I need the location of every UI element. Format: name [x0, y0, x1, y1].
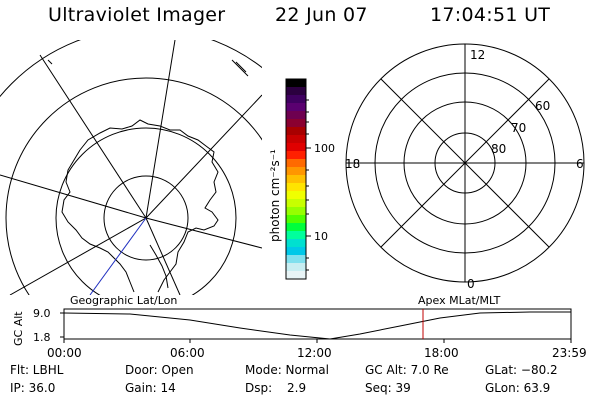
colorbar-ticks [306, 99, 311, 271]
altitude-frame [63, 308, 572, 340]
colorbar [286, 79, 306, 280]
lat-circle [55, 127, 237, 295]
mlt-label-12: 12 [470, 48, 485, 62]
island-outline [231, 59, 249, 77]
colorbar-segment [286, 231, 306, 240]
altitude-ytick-top: 9.0 [33, 307, 51, 320]
colorbar-segment [286, 119, 306, 128]
colorbar-tick-100: 100 [314, 142, 335, 155]
glat-info: GLat: −80.2 [485, 363, 558, 377]
mlt-label-6: 6 [576, 157, 584, 171]
island-outline [235, 61, 247, 73]
mlat-label-70: 70 [511, 121, 526, 135]
lon-line [145, 217, 181, 295]
mode-info: Mode: Normal [245, 363, 329, 377]
lon-line [145, 217, 262, 249]
altitude-ytick-bottom: 1.8 [33, 331, 51, 344]
colorbar-segment [286, 191, 306, 200]
colorbar-segment [286, 223, 306, 232]
lon-line [145, 94, 262, 219]
lon-line [9, 217, 147, 295]
flt-info: Flt: LBHL [10, 363, 64, 377]
lat-circle [5, 77, 262, 295]
colorbar-segment [286, 263, 306, 272]
colorbar-segment [286, 255, 306, 264]
noon-meridian [89, 217, 147, 295]
mlt-label-18: 18 [345, 157, 360, 171]
xtick-0600: 06:00 [170, 346, 205, 360]
xtick-1200: 12:00 [297, 346, 332, 360]
altitude-curve [63, 311, 571, 340]
colorbar-segment [286, 239, 306, 248]
mlt-polar-grid [345, 43, 585, 283]
colorbar-segment [286, 207, 306, 216]
colorbar-unit-label: photon cm⁻²s⁻¹ [268, 149, 282, 242]
colorbar-segment [286, 271, 306, 280]
coastline [61, 119, 219, 293]
instrument-title: Ultraviolet Imager [48, 4, 226, 26]
mlat-label-60: 60 [535, 99, 550, 113]
colorbar-frame [285, 78, 307, 280]
colorbar-segment [286, 103, 306, 112]
geographic-map [0, 40, 262, 295]
island-outline [47, 59, 53, 65]
colorbar-segment [286, 127, 306, 136]
gc-alt-info: GC Alt: 7.0 Re [365, 363, 449, 377]
ross-ice-shelf [149, 244, 169, 289]
mlt-label-0: 0 [467, 277, 475, 291]
gain-info: Gain: 14 [125, 381, 176, 395]
colorbar-segment [286, 135, 306, 144]
colorbar-segment [286, 111, 306, 120]
colorbar-segment [286, 159, 306, 168]
altitude-xticks [60, 312, 572, 343]
door-info: Door: Open [125, 363, 194, 377]
colorbar-segment [286, 199, 306, 208]
colorbar-segment [286, 151, 306, 160]
colorbar-segment [286, 175, 306, 184]
lon-line [39, 54, 147, 219]
seq-info: Seq: 39 [365, 381, 411, 395]
geographic-label: Geographic Lat/Lon [70, 294, 177, 307]
colorbar-segment [286, 87, 306, 96]
lat-circle [103, 175, 189, 261]
time-label: 17:04:51 UT [430, 4, 551, 26]
lon-line [0, 174, 147, 219]
ip-info: IP: 36.0 [10, 381, 56, 395]
colorbar-segment [286, 183, 306, 192]
dsp-label: Dsp: [245, 381, 273, 395]
colorbar-tick-10: 10 [314, 230, 328, 243]
colorbar-segment [286, 79, 306, 88]
mlt-diagonal [380, 78, 550, 248]
xtick-0000: 00:00 [47, 346, 82, 360]
altitude-ylabel: GC Alt [12, 311, 25, 346]
xtick-2359: 23:59 [552, 346, 587, 360]
lon-line [145, 40, 176, 219]
mlat-label-80: 80 [491, 142, 506, 156]
glon-info: GLon: 63.9 [485, 381, 551, 395]
xtick-1800: 18:00 [424, 346, 459, 360]
colorbar-segment [286, 167, 306, 176]
colorbar-segment [286, 95, 306, 104]
colorbar-segment [286, 247, 306, 256]
colorbar-segment [286, 143, 306, 152]
date-label: 22 Jun 07 [275, 4, 368, 26]
colorbar-segment [286, 215, 306, 224]
dsp-value: 2.9 [287, 381, 307, 395]
apex-label: Apex MLat/MLT [418, 294, 501, 307]
